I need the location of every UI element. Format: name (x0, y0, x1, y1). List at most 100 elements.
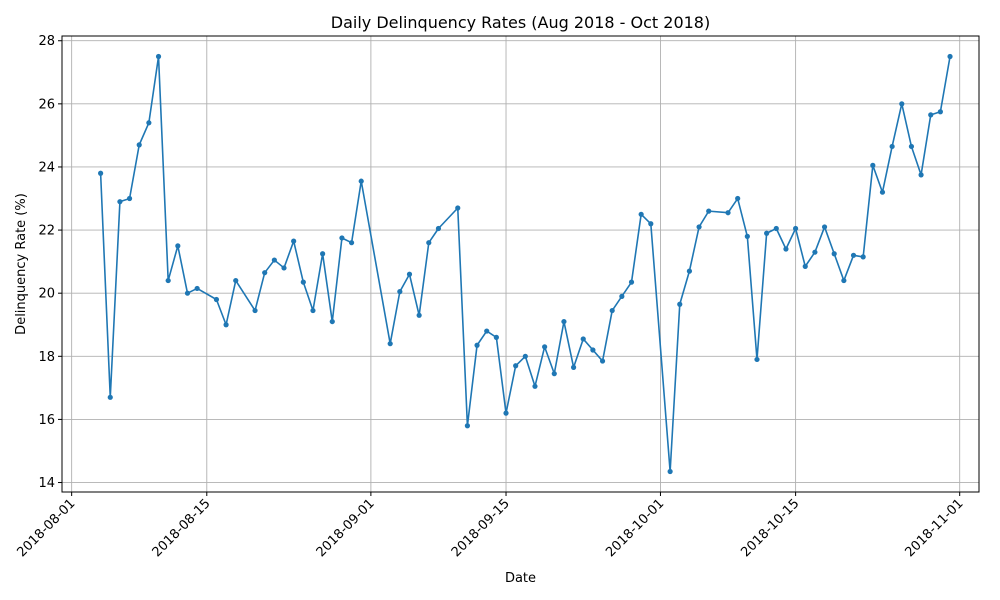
data-point (426, 240, 432, 246)
y-tick-label: 16 (38, 413, 55, 428)
data-point (802, 263, 808, 269)
data-point (213, 296, 220, 303)
data-point (155, 53, 162, 60)
data-point (542, 344, 548, 350)
data-point (358, 178, 364, 184)
data-point (947, 53, 953, 60)
data-point (696, 224, 702, 230)
data-point (599, 358, 606, 364)
y-tick-label: 20 (38, 287, 55, 302)
data-point (889, 143, 895, 150)
data-point (397, 289, 403, 295)
data-point (252, 307, 258, 314)
data-point (98, 170, 104, 176)
y-axis-label: Delinquency Rate (%) (14, 193, 29, 335)
data-point (551, 371, 557, 377)
data-point (783, 246, 789, 252)
data-point (416, 312, 422, 318)
data-point (146, 120, 152, 126)
data-point (706, 208, 712, 214)
data-point (233, 277, 239, 284)
data-point (532, 383, 538, 389)
y-tick-label: 26 (38, 97, 55, 112)
data-point (744, 233, 750, 239)
data-point (590, 347, 596, 353)
data-point (841, 277, 847, 284)
data-point (937, 109, 943, 115)
data-point (175, 243, 181, 249)
data-point (619, 293, 625, 299)
data-point (455, 205, 461, 211)
data-point (271, 257, 277, 263)
data-point (628, 279, 635, 285)
y-tick-label: 22 (38, 224, 55, 239)
data-point (918, 172, 924, 178)
data-point (339, 235, 345, 241)
data-point (310, 307, 316, 314)
data-point (754, 356, 760, 363)
data-point (223, 322, 229, 328)
data-point (329, 318, 335, 325)
data-point (464, 423, 471, 429)
data-point (320, 251, 326, 257)
chart-title: Daily Delinquency Rates (Aug 2018 - Oct … (331, 13, 710, 32)
data-point (522, 353, 528, 359)
data-point (580, 336, 586, 342)
data-point (860, 254, 866, 260)
data-point (725, 210, 731, 216)
data-point (570, 364, 577, 370)
data-point (348, 240, 355, 246)
data-point (107, 394, 113, 400)
data-point (126, 195, 133, 202)
y-tick-label: 18 (38, 350, 55, 365)
data-point (686, 268, 693, 274)
y-axis-ticks: 14 16 18 20 22 24 26 28 (38, 34, 62, 491)
data-point (136, 142, 142, 148)
data-point (184, 290, 191, 296)
data-point (850, 252, 857, 258)
data-point (281, 265, 287, 271)
data-point (764, 230, 770, 236)
data-point (821, 224, 828, 230)
data-point (493, 334, 499, 340)
series-line (99, 55, 951, 473)
plot-frame (61, 35, 980, 493)
data-point (677, 301, 683, 307)
data-point (609, 307, 615, 314)
data-point (513, 363, 519, 369)
data-point (928, 112, 934, 118)
data-point (870, 162, 876, 168)
data-point (793, 225, 799, 232)
data-point (831, 251, 837, 257)
data-point (812, 249, 818, 255)
data-point (262, 270, 268, 276)
y-tick-label: 28 (38, 34, 55, 49)
data-point (503, 410, 509, 416)
data-point (638, 211, 644, 217)
data-point (291, 238, 297, 244)
data-point (194, 285, 200, 292)
data-point (435, 225, 442, 232)
grid-lines (62, 36, 979, 492)
series-layer (98, 53, 953, 475)
y-tick-label: 14 (38, 476, 55, 491)
data-point (561, 318, 567, 325)
data-point (300, 279, 306, 285)
data-point (879, 189, 886, 195)
y-tick-label: 24 (38, 160, 55, 175)
data-point (773, 225, 779, 232)
data-point (165, 277, 171, 284)
data-point (387, 341, 393, 347)
x-axis-label: Date (505, 571, 536, 586)
data-point (908, 143, 915, 150)
data-point (648, 221, 654, 227)
data-point (474, 342, 480, 348)
data-point (484, 328, 490, 334)
data-point (899, 101, 905, 107)
data-point (117, 199, 123, 205)
data-point (735, 195, 741, 202)
data-point (667, 468, 673, 475)
data-point (406, 271, 413, 277)
